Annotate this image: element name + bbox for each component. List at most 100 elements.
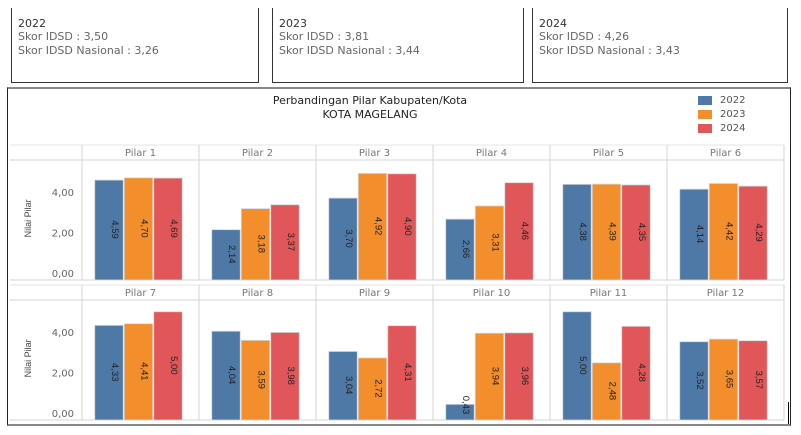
card-skor-idsd: Skor IDSD : 4,26 [539, 30, 630, 43]
chart-title: Perbandingan Pilar Kabupaten/Kota [272, 94, 468, 107]
bar-value-label: 3,37 [285, 233, 296, 252]
legend-label: 2022 [720, 95, 746, 106]
bar-2022-pilar-8 [211, 330, 241, 421]
card-year: 2022 [18, 17, 46, 30]
facet-label: Pilar 6 [710, 148, 741, 159]
bar-value-label: 4,39 [607, 222, 618, 241]
bar-2024-pilar-6 [738, 185, 768, 281]
legend-swatch-2024 [698, 123, 712, 133]
y-axis-label: Nilai Pilar [23, 199, 33, 237]
bar-value-label: 5,00 [168, 356, 179, 375]
bar-2023-pilar-1 [123, 177, 154, 281]
bar-value-label: 4,14 [694, 225, 705, 244]
y-axis-label: Nilai Pilar [23, 339, 33, 377]
facet-label: Pilar 9 [359, 288, 390, 299]
y-tick-label: 0,00 [52, 409, 74, 420]
bar-value-label: 3,57 [753, 371, 764, 390]
bar-value-label: 3,04 [343, 376, 354, 395]
bar-value-label: 3,70 [343, 229, 354, 248]
facet-label: Pilar 10 [473, 288, 511, 299]
bar-value-label: 4,28 [636, 363, 647, 382]
bar-2022-pilar-7 [94, 324, 124, 421]
bar-value-label: 4,92 [373, 217, 384, 236]
facet-label: Pilar 3 [359, 148, 390, 159]
bar-2024-pilar-5 [621, 184, 651, 281]
chart-subtitle: KOTA MAGELANG [322, 108, 418, 121]
bar-value-label: 4,59 [109, 220, 120, 239]
bar-value-label: 5,00 [577, 356, 588, 375]
bar-2023-pilar-3 [357, 172, 388, 281]
y-tick-label: 2,00 [52, 229, 74, 240]
bar-value-label: 3,94 [490, 367, 501, 386]
card-year: 2023 [279, 17, 307, 30]
bar-value-label: 4,29 [753, 223, 764, 242]
bar-value-label: 3,18 [256, 235, 267, 254]
card-skor-nasional: Skor IDSD Nasional : 3,44 [279, 44, 420, 57]
facet-label: Pilar 4 [476, 148, 507, 159]
bar-value-label: 4,38 [577, 222, 588, 241]
y-tick-label: 2,00 [52, 369, 74, 380]
bar-2024-pilar-4 [504, 182, 534, 281]
facet-label: Pilar 1 [125, 148, 156, 159]
bar-2023-pilar-9 [357, 357, 388, 421]
bar-2024-pilar-10 [504, 332, 534, 421]
bar-value-label: 4,46 [519, 222, 530, 241]
bar-value-label: 4,35 [636, 223, 647, 242]
bar-2024-pilar-2 [270, 204, 300, 281]
bar-2024-pilar-8 [270, 332, 300, 421]
bar-value-label: 4,33 [109, 363, 120, 382]
card-skor-nasional: Skor IDSD Nasional : 3,43 [539, 44, 680, 57]
legend-item-2022[interactable]: 2022 [698, 95, 745, 106]
bar-value-label: 3,96 [519, 367, 530, 386]
bar-2024-pilar-1 [153, 177, 183, 281]
facet-label: Pilar 5 [593, 148, 624, 159]
bar-2022-pilar-3 [328, 197, 358, 281]
card-year: 2024 [539, 17, 567, 30]
bar-2022-pilar-5 [562, 183, 592, 281]
legend-item-2023[interactable]: 2023 [698, 109, 745, 120]
bar-value-label: 4,41 [139, 362, 150, 381]
bar-value-label: 4,31 [402, 363, 413, 382]
bar-2022-pilar-10 [445, 403, 475, 421]
bar-2023-pilar-12 [708, 338, 739, 421]
facet-label: Pilar 12 [707, 288, 745, 299]
summary-card-2024: 2024 Skor IDSD : 4,26 Skor IDSD Nasional… [532, 8, 788, 83]
bar-2022-pilar-9 [328, 351, 358, 421]
card-skor-idsd: Skor IDSD : 3,81 [279, 30, 370, 43]
panel-edge [788, 402, 789, 424]
bar-value-label: 3,65 [724, 370, 735, 389]
legend-swatch-2022 [698, 95, 712, 105]
bar-2023-pilar-6 [708, 183, 739, 281]
bar-value-label: 4,42 [724, 222, 735, 241]
card-skor-nasional: Skor IDSD Nasional : 3,26 [18, 44, 159, 57]
bar-value-label: 4,90 [402, 217, 413, 236]
y-tick-label: 4,00 [52, 328, 74, 339]
bar-value-label: 3,52 [694, 371, 705, 390]
facet-label: Pilar 2 [242, 148, 273, 159]
y-tick-label: 0,00 [52, 269, 74, 280]
bar-value-label: 3,31 [490, 233, 501, 252]
summary-card-2023: 2023 Skor IDSD : 3,81 Skor IDSD Nasional… [272, 8, 524, 83]
bar-2024-pilar-7 [153, 311, 183, 421]
bar-value-label: 4,69 [168, 219, 179, 238]
bar-2024-pilar-9 [387, 325, 417, 421]
bar-2023-pilar-5 [591, 183, 622, 281]
bar-2024-pilar-3 [387, 173, 417, 281]
bar-2024-pilar-12 [738, 340, 768, 421]
card-skor-idsd: Skor IDSD : 3,50 [18, 30, 109, 43]
bar-2023-pilar-11 [591, 362, 622, 421]
bar-2023-pilar-7 [123, 323, 154, 421]
bar-2022-pilar-6 [679, 188, 709, 281]
bar-value-label: 4,70 [139, 219, 150, 238]
summary-card-2022: 2022 Skor IDSD : 3,50 Skor IDSD Nasional… [11, 8, 259, 83]
bar-value-label: 0,43 [460, 396, 471, 415]
facet-label: Pilar 7 [125, 288, 156, 299]
bar-2022-pilar-4 [445, 218, 475, 281]
bar-2023-pilar-2 [240, 208, 271, 281]
legend-item-2024[interactable]: 2024 [698, 123, 745, 134]
legend-swatch-2023 [698, 109, 712, 119]
bar-value-label: 3,98 [285, 366, 296, 385]
bar-2022-pilar-2 [211, 229, 241, 281]
bar-value-label: 4,04 [226, 366, 237, 385]
bar-2023-pilar-4 [474, 205, 505, 281]
